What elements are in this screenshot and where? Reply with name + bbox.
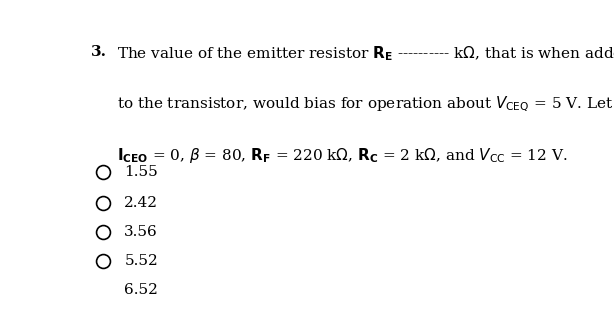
Text: 3.56: 3.56 — [124, 225, 158, 239]
Text: to the transistor, would bias for operation about $V_{\mathrm{CEQ}}$ = 5 V. Let: to the transistor, would bias for operat… — [117, 95, 613, 115]
Text: 6.52: 6.52 — [124, 283, 158, 297]
Text: 3.: 3. — [91, 45, 107, 59]
Text: 5.52: 5.52 — [124, 254, 158, 268]
Text: 2.42: 2.42 — [124, 196, 158, 210]
Text: $\mathbf{I_{CEO}}$ = 0, $\beta$ = 80, $\mathbf{R_F}$ = 220 k$\Omega$, $\mathbf{R: $\mathbf{I_{CEO}}$ = 0, $\beta$ = 80, $\… — [117, 145, 568, 164]
Text: 1.55: 1.55 — [124, 165, 158, 179]
Text: The value of the emitter resistor $\mathbf{R_E}$ ---------- k$\Omega$, that is w: The value of the emitter resistor $\math… — [117, 45, 614, 63]
